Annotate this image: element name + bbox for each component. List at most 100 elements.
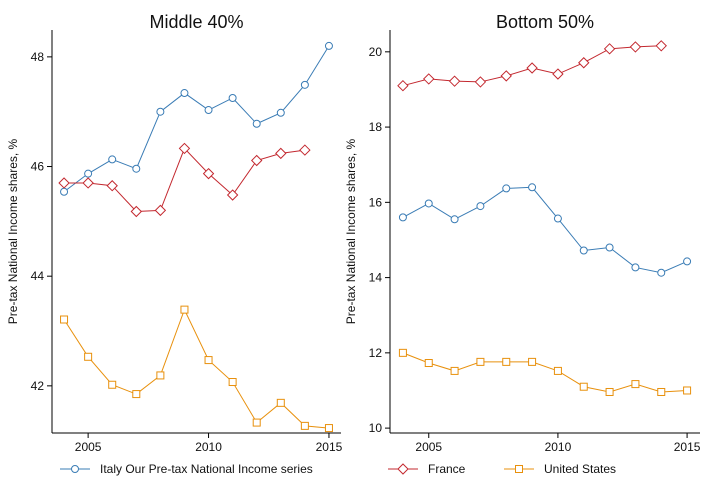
data-point bbox=[502, 184, 511, 193]
data-point bbox=[605, 387, 614, 396]
y-tick-label: 10 bbox=[369, 421, 383, 435]
data-point bbox=[657, 268, 666, 277]
y-tick-label: 46 bbox=[31, 160, 45, 174]
chart-title: Middle 40% bbox=[149, 12, 243, 32]
data-point bbox=[228, 93, 237, 102]
data-point bbox=[300, 80, 309, 89]
data-point bbox=[251, 154, 263, 167]
x-tick-label: 2010 bbox=[545, 440, 572, 454]
data-point bbox=[683, 257, 692, 266]
data-point bbox=[84, 352, 93, 361]
data-point bbox=[603, 43, 616, 55]
data-point bbox=[528, 357, 537, 366]
data-point bbox=[578, 57, 590, 69]
data-point bbox=[450, 215, 459, 224]
x-tick-label: 2015 bbox=[316, 440, 343, 454]
data-point bbox=[204, 356, 213, 365]
data-point bbox=[156, 107, 165, 116]
data-point bbox=[450, 366, 459, 375]
data-point bbox=[476, 202, 485, 211]
data-point bbox=[154, 204, 167, 217]
data-point bbox=[252, 119, 261, 128]
legend-label: France bbox=[428, 462, 466, 476]
data-point bbox=[202, 167, 215, 180]
data-point bbox=[500, 70, 512, 82]
data-point bbox=[398, 348, 407, 357]
x-tick-label: 2005 bbox=[415, 440, 442, 454]
data-point bbox=[605, 243, 614, 252]
data-point bbox=[58, 177, 70, 189]
data-point bbox=[84, 169, 93, 178]
data-point bbox=[526, 62, 538, 74]
data-point bbox=[108, 155, 117, 164]
data-point bbox=[299, 144, 311, 156]
y-axis-label: Pre-tax National Income shares, % bbox=[6, 138, 20, 324]
data-point bbox=[423, 73, 435, 85]
data-point bbox=[108, 380, 117, 389]
data-point bbox=[552, 68, 564, 80]
series-line bbox=[402, 352, 688, 393]
data-point bbox=[397, 79, 409, 92]
data-point bbox=[252, 418, 261, 427]
series-line bbox=[63, 308, 330, 429]
data-point bbox=[579, 382, 588, 391]
data-point bbox=[683, 386, 692, 395]
data-point bbox=[631, 380, 640, 389]
chart-title: Bottom 50% bbox=[496, 12, 594, 32]
data-point bbox=[60, 315, 69, 324]
data-point bbox=[82, 177, 94, 189]
data-point bbox=[300, 421, 309, 430]
data-point bbox=[204, 106, 213, 115]
data-point bbox=[398, 213, 407, 222]
legend-marker bbox=[71, 465, 79, 473]
data-point bbox=[275, 147, 287, 160]
data-point bbox=[226, 189, 239, 201]
data-point bbox=[528, 183, 537, 192]
legend-marker bbox=[515, 465, 523, 473]
y-axis-label: Pre-tax National Income shares, % bbox=[344, 138, 358, 324]
data-point bbox=[324, 41, 333, 50]
y-tick-label: 18 bbox=[369, 120, 383, 134]
legend-label: United States bbox=[544, 462, 616, 476]
data-point bbox=[228, 378, 237, 387]
data-point bbox=[324, 424, 333, 433]
data-point bbox=[476, 357, 485, 366]
data-point bbox=[448, 75, 461, 87]
data-point bbox=[657, 387, 666, 396]
y-tick-label: 14 bbox=[369, 271, 383, 285]
data-point bbox=[655, 40, 667, 52]
data-point bbox=[276, 108, 285, 117]
x-tick-label: 2015 bbox=[674, 440, 701, 454]
data-point bbox=[156, 371, 165, 380]
series-line bbox=[63, 45, 330, 193]
data-point bbox=[424, 199, 433, 208]
data-point bbox=[178, 142, 191, 155]
legend-label: Italy Our Pre-tax National Income series bbox=[100, 462, 313, 476]
x-tick-label: 2010 bbox=[195, 440, 222, 454]
y-tick-label: 48 bbox=[31, 50, 45, 64]
data-point bbox=[553, 366, 562, 375]
y-tick-label: 12 bbox=[369, 346, 383, 360]
data-point bbox=[180, 305, 189, 314]
data-point bbox=[106, 180, 118, 192]
data-point bbox=[180, 89, 189, 98]
data-point bbox=[130, 205, 142, 218]
series-line bbox=[402, 186, 688, 274]
data-point bbox=[579, 246, 588, 255]
data-point bbox=[424, 359, 433, 368]
x-tick-label: 2005 bbox=[75, 440, 102, 454]
y-tick-label: 20 bbox=[369, 45, 383, 59]
data-point bbox=[474, 76, 487, 88]
y-tick-label: 44 bbox=[31, 269, 45, 283]
data-point bbox=[631, 263, 640, 272]
data-point bbox=[276, 398, 285, 407]
series-line bbox=[64, 147, 305, 212]
data-point bbox=[132, 390, 141, 399]
y-tick-label: 42 bbox=[31, 379, 45, 393]
data-point bbox=[502, 357, 511, 366]
y-tick-label: 16 bbox=[369, 195, 383, 209]
data-point bbox=[132, 164, 141, 173]
legend-marker bbox=[397, 463, 409, 475]
data-point bbox=[60, 187, 69, 196]
